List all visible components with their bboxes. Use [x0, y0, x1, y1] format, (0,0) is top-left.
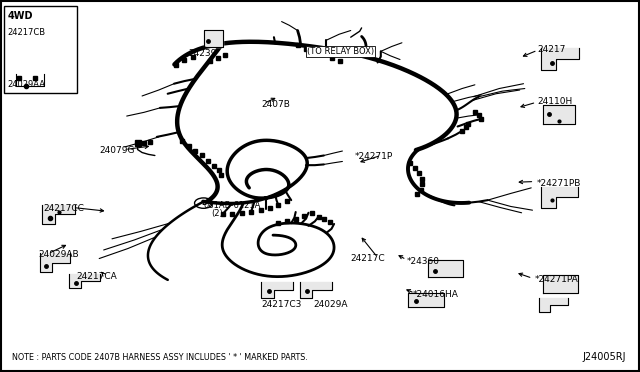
Text: 24079G: 24079G: [99, 146, 134, 155]
Text: (2): (2): [211, 209, 223, 218]
Text: 24217: 24217: [538, 45, 566, 54]
Text: J24005RJ: J24005RJ: [582, 352, 626, 362]
Polygon shape: [428, 260, 463, 277]
Polygon shape: [541, 187, 578, 208]
Polygon shape: [543, 105, 575, 124]
Polygon shape: [408, 293, 444, 307]
Text: 24217CB: 24217CB: [8, 28, 46, 37]
Text: 081AB-6121A: 081AB-6121A: [204, 201, 261, 210]
Text: (TO RELAY BOX): (TO RELAY BOX): [307, 47, 374, 56]
Polygon shape: [300, 282, 332, 298]
Text: *24360: *24360: [406, 257, 440, 266]
Text: 24217CC: 24217CC: [44, 204, 84, 213]
Text: B: B: [201, 200, 206, 206]
Text: 24239: 24239: [189, 49, 217, 58]
Text: 24110H: 24110H: [538, 97, 573, 106]
Text: 24029AB: 24029AB: [38, 250, 79, 259]
Text: *24016HA: *24016HA: [413, 290, 459, 299]
Text: *24271P: *24271P: [355, 153, 394, 161]
Text: NOTE : PARTS CODE 2407B HARNESS ASSY INCLUDES ' * ' MARKED PARTS.: NOTE : PARTS CODE 2407B HARNESS ASSY INC…: [12, 353, 307, 362]
Text: 24217C: 24217C: [351, 254, 385, 263]
Text: *24271PB: *24271PB: [536, 179, 580, 187]
Polygon shape: [261, 282, 293, 298]
Text: 24217CA: 24217CA: [77, 272, 118, 280]
Text: 4WD: 4WD: [8, 11, 33, 21]
Polygon shape: [543, 275, 578, 293]
Polygon shape: [69, 274, 100, 288]
Text: *24271PA: *24271PA: [534, 275, 578, 284]
Polygon shape: [40, 253, 70, 272]
Polygon shape: [541, 48, 579, 70]
Text: 24217C3: 24217C3: [261, 300, 301, 309]
Text: 24029A: 24029A: [314, 300, 348, 309]
Bar: [4, 6, 77, 93]
Polygon shape: [539, 298, 568, 312]
Text: 24029AA: 24029AA: [8, 80, 45, 89]
Text: 2407B: 2407B: [261, 100, 290, 109]
Polygon shape: [42, 205, 75, 224]
Polygon shape: [204, 30, 223, 46]
